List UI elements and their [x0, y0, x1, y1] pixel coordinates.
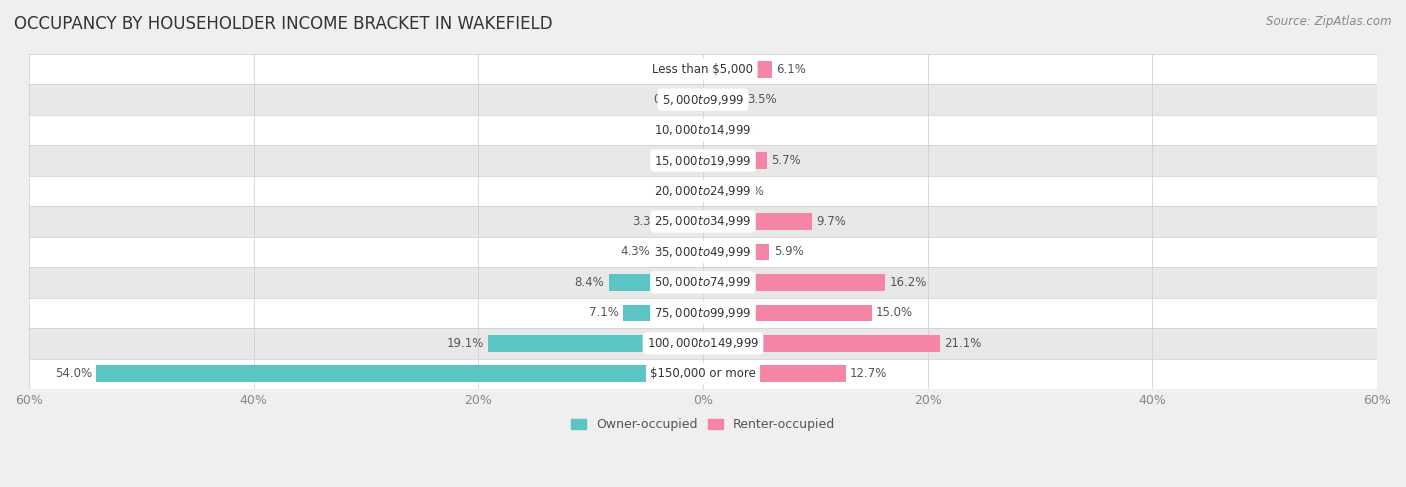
Bar: [703, 91, 742, 108]
Text: 0.59%: 0.59%: [655, 154, 692, 167]
Bar: [703, 365, 845, 382]
Text: 3.3%: 3.3%: [631, 215, 661, 228]
Text: 9.7%: 9.7%: [817, 215, 846, 228]
Bar: [696, 91, 703, 108]
Text: 12.7%: 12.7%: [851, 367, 887, 380]
Text: 0.68%: 0.68%: [654, 93, 690, 106]
Text: 5.9%: 5.9%: [773, 245, 803, 259]
Bar: [30, 206, 1376, 237]
Bar: [30, 176, 1376, 206]
Bar: [703, 61, 772, 77]
Text: 8.4%: 8.4%: [575, 276, 605, 289]
Bar: [655, 244, 703, 261]
Text: $5,000 to $9,999: $5,000 to $9,999: [662, 93, 744, 107]
Bar: [699, 183, 703, 199]
Text: OCCUPANCY BY HOUSEHOLDER INCOME BRACKET IN WAKEFIELD: OCCUPANCY BY HOUSEHOLDER INCOME BRACKET …: [14, 15, 553, 33]
Bar: [697, 122, 703, 138]
Bar: [30, 145, 1376, 176]
Bar: [30, 267, 1376, 298]
Bar: [696, 152, 703, 169]
Bar: [30, 115, 1376, 145]
Text: 7.1%: 7.1%: [589, 306, 619, 319]
Text: $25,000 to $34,999: $25,000 to $34,999: [654, 214, 752, 228]
Text: $10,000 to $14,999: $10,000 to $14,999: [654, 123, 752, 137]
Bar: [703, 122, 723, 138]
Bar: [703, 152, 768, 169]
Bar: [30, 237, 1376, 267]
Text: 1.7%: 1.7%: [727, 124, 756, 137]
Bar: [488, 335, 703, 352]
Text: $100,000 to $149,999: $100,000 to $149,999: [647, 337, 759, 350]
Text: 16.2%: 16.2%: [890, 276, 927, 289]
Bar: [30, 54, 1376, 84]
Text: 6.1%: 6.1%: [776, 63, 806, 75]
Text: $150,000 or more: $150,000 or more: [650, 367, 756, 380]
Text: $35,000 to $49,999: $35,000 to $49,999: [654, 245, 752, 259]
Text: $20,000 to $24,999: $20,000 to $24,999: [654, 184, 752, 198]
Text: $50,000 to $74,999: $50,000 to $74,999: [654, 276, 752, 289]
Text: Less than $5,000: Less than $5,000: [652, 63, 754, 75]
Bar: [30, 298, 1376, 328]
Bar: [703, 213, 813, 230]
Text: 5.7%: 5.7%: [772, 154, 801, 167]
Bar: [703, 335, 941, 352]
Text: 19.1%: 19.1%: [447, 337, 484, 350]
Legend: Owner-occupied, Renter-occupied: Owner-occupied, Renter-occupied: [567, 413, 839, 436]
Text: 15.0%: 15.0%: [876, 306, 912, 319]
Bar: [623, 304, 703, 321]
Text: 0.46%: 0.46%: [657, 124, 693, 137]
Text: $15,000 to $19,999: $15,000 to $19,999: [654, 153, 752, 168]
Text: 0.36%: 0.36%: [658, 185, 695, 198]
Bar: [97, 365, 703, 382]
Bar: [703, 274, 884, 291]
Bar: [703, 244, 769, 261]
Bar: [30, 84, 1376, 115]
Bar: [703, 304, 872, 321]
Text: 3.5%: 3.5%: [747, 93, 776, 106]
Text: 2.4%: 2.4%: [734, 185, 765, 198]
Text: 4.3%: 4.3%: [620, 245, 650, 259]
Text: 54.0%: 54.0%: [55, 367, 91, 380]
Text: $75,000 to $99,999: $75,000 to $99,999: [654, 306, 752, 320]
Text: 1.7%: 1.7%: [650, 63, 679, 75]
Bar: [703, 183, 730, 199]
Text: 21.1%: 21.1%: [945, 337, 981, 350]
Bar: [30, 328, 1376, 358]
Bar: [30, 358, 1376, 389]
Bar: [609, 274, 703, 291]
Text: Source: ZipAtlas.com: Source: ZipAtlas.com: [1267, 15, 1392, 28]
Bar: [666, 213, 703, 230]
Bar: [683, 61, 703, 77]
